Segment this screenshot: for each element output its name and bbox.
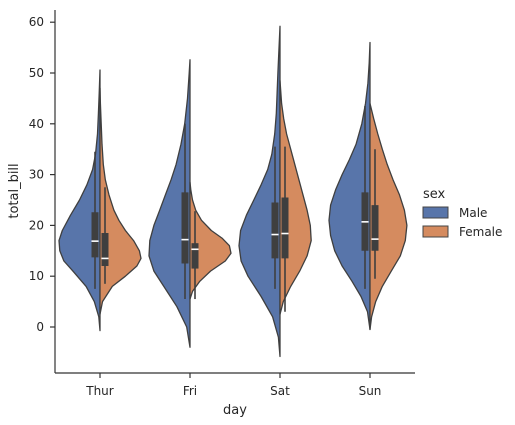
y-tick-label: 0 [36, 320, 44, 334]
legend-label-male: Male [459, 206, 487, 220]
legend-title: sex [423, 187, 446, 202]
x-tick-label: Thur [85, 384, 114, 398]
y-tick-label: 60 [29, 15, 44, 29]
x-axis-ticks: Thur Fri Sat Sun [85, 373, 381, 398]
y-tick-label: 30 [29, 168, 44, 182]
y-tick-label: 50 [29, 66, 44, 80]
y-tick-label: 10 [29, 269, 44, 283]
legend-label-female: Female [459, 225, 502, 239]
violin-male-sat [238, 25, 281, 358]
y-axis-ticks: 0 10 20 30 40 50 60 [29, 15, 55, 334]
plot-area [58, 25, 408, 358]
x-axis-label: day [223, 403, 247, 418]
legend-swatch-female [422, 225, 449, 238]
violin-male-sun [328, 41, 371, 331]
y-tick-label: 20 [29, 218, 44, 232]
violin-female-sun [369, 102, 408, 331]
x-tick-label: Sun [359, 384, 382, 398]
violin-female-fri [189, 181, 232, 300]
x-tick-label: Fri [183, 384, 197, 398]
legend: sex Male Female [422, 187, 502, 239]
violin-female-thur [99, 87, 142, 315]
violin-male-thur [58, 69, 101, 332]
legend-swatch-male [422, 206, 449, 219]
x-tick-label: Sat [270, 384, 290, 398]
violin-male-fri [148, 59, 191, 348]
y-tick-label: 40 [29, 117, 44, 131]
y-axis-label: total_bill [7, 163, 22, 218]
